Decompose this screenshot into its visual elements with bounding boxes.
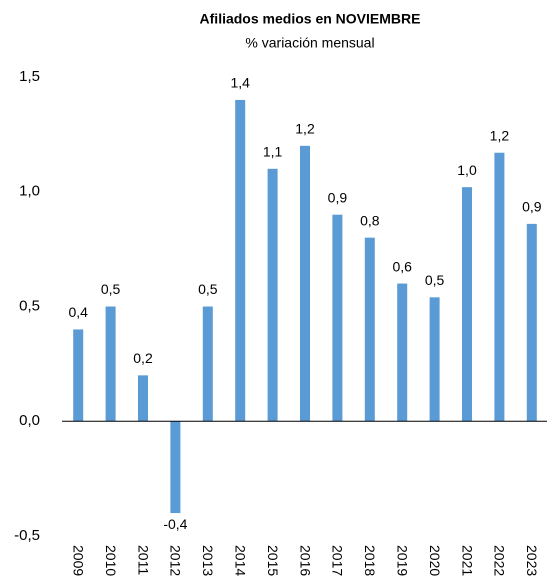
x-tick-label: 2022 <box>492 545 508 576</box>
x-tick-label: 2021 <box>459 545 475 576</box>
x-tick-label: 2013 <box>200 545 216 576</box>
bar <box>462 187 472 422</box>
chart-title: Afiliados medios en NOVIEMBRE <box>200 11 421 27</box>
bar <box>332 214 343 422</box>
value-label: 0,4 <box>68 304 88 320</box>
x-tick-label: 2019 <box>394 545 410 576</box>
value-label: 0,9 <box>328 189 348 205</box>
x-tick-label: 2010 <box>103 545 119 576</box>
bar <box>138 375 148 422</box>
x-tick-label: 2014 <box>232 545 248 576</box>
x-tick-label: 2020 <box>427 545 443 576</box>
value-label: 0,6 <box>392 258 412 274</box>
value-label: 0,5 <box>425 272 445 288</box>
bar <box>364 237 375 422</box>
x-tick-label: 2011 <box>135 545 151 575</box>
value-label: 0,5 <box>101 281 121 297</box>
bar <box>429 297 440 422</box>
bar <box>170 421 181 514</box>
x-tick-label: 2023 <box>524 545 540 576</box>
x-tick-label: 2017 <box>330 545 346 576</box>
y-tick-label: 0,0 <box>19 412 40 429</box>
value-label: 1,1 <box>263 144 283 160</box>
bar <box>267 168 278 422</box>
y-tick-label: 0,5 <box>19 297 40 314</box>
x-tick-label: 2009 <box>70 545 86 576</box>
y-tick-label: -0,5 <box>14 527 40 544</box>
bar <box>105 306 116 422</box>
x-tick-label: 2015 <box>265 545 281 576</box>
bar <box>235 99 246 422</box>
value-label: 0,8 <box>360 212 380 228</box>
bar <box>73 329 84 422</box>
value-label: 1,2 <box>295 121 315 137</box>
value-label: 0,2 <box>133 350 153 366</box>
bar <box>202 306 213 422</box>
value-label: -0,4 <box>163 516 187 532</box>
y-tick-label: 1,0 <box>19 183 40 200</box>
chart-subtitle: % variación mensual <box>245 35 374 51</box>
bar <box>526 223 537 422</box>
value-label: 0,9 <box>522 199 542 215</box>
bar <box>300 145 310 422</box>
bar <box>494 152 505 422</box>
x-tick-label: 2012 <box>168 545 184 576</box>
value-label: 1,2 <box>490 127 510 143</box>
x-tick-label: 2016 <box>297 545 313 576</box>
bar <box>397 283 408 422</box>
y-tick-label: 1,5 <box>19 68 40 85</box>
x-tick-label: 2018 <box>362 545 378 576</box>
value-label: 1,4 <box>230 75 250 91</box>
value-label: 0,5 <box>198 281 218 297</box>
value-label: 1,0 <box>457 162 477 178</box>
